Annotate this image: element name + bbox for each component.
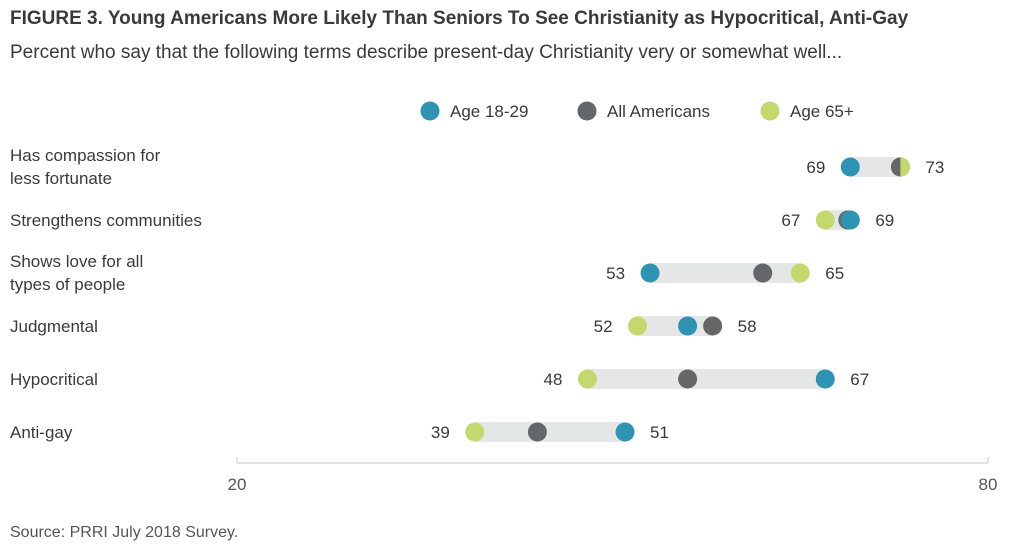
dot-all-americans [753, 263, 773, 283]
x-tick-label-1: 80 [979, 475, 998, 494]
row-label-4: Hypocritical [10, 370, 98, 389]
low-value-label: 39 [431, 423, 450, 442]
low-value-label: 52 [594, 317, 613, 336]
dot-age-65- [577, 369, 597, 389]
dot-all-americans [678, 369, 698, 389]
dot-age-65- [815, 210, 835, 230]
dot-all-americans [703, 316, 723, 336]
low-value-label: 53 [606, 264, 625, 283]
high-value-label: 67 [850, 370, 869, 389]
high-value-label: 65 [825, 264, 844, 283]
dot-age-65- [465, 422, 485, 442]
row-label-2: Shows love for all types of people [10, 252, 143, 294]
x-tick-label-0: 20 [228, 475, 247, 494]
dot-all-americans [527, 422, 547, 442]
chart-subtitle: Percent who say that the following terms… [10, 42, 843, 63]
data-row-5: Anti-gay 39 51 [10, 422, 669, 442]
dot-age-18-29 [640, 263, 660, 283]
legend-label-2: Age 65+ [790, 102, 854, 121]
legend-marker-2 [760, 101, 780, 121]
source-note: Source: PRRI July 2018 Survey. [10, 524, 239, 541]
dot-age-18-29 [840, 157, 860, 177]
high-value-label: 51 [650, 423, 669, 442]
legend-marker-1 [577, 101, 597, 121]
dot-age-65-half [900, 157, 910, 177]
dot-age-18-29 [815, 369, 835, 389]
chart-title: FIGURE 3. Young Americans More Likely Th… [10, 8, 909, 29]
data-row-2: Shows love for all types of people 53 65 [10, 252, 844, 294]
low-value-label: 48 [544, 370, 563, 389]
low-value-label: 69 [806, 158, 825, 177]
row-label-0: Has compassion for less fortunate [10, 146, 161, 188]
low-value-label: 67 [781, 211, 800, 230]
high-value-label: 73 [925, 158, 944, 177]
data-row-4: Hypocritical 48 67 [10, 369, 869, 389]
dot-age-65- [628, 316, 648, 336]
dot-age-18-29 [840, 210, 860, 230]
row-label-5: Anti-gay [10, 423, 73, 442]
high-value-label: 58 [738, 317, 757, 336]
data-row-1: Strengthens communities 67 69 [10, 210, 894, 230]
dot-age-18-29 [678, 316, 698, 336]
row-label-1: Strengthens communities [10, 211, 202, 230]
legend-label-0: Age 18-29 [450, 102, 528, 121]
dot-age-18-29 [615, 422, 635, 442]
data-row-3: Judgmental 52 58 [10, 316, 757, 336]
legend-marker-0 [420, 101, 440, 121]
high-value-label: 69 [875, 211, 894, 230]
dot-age-65- [790, 263, 810, 283]
legend-label-1: All Americans [607, 102, 710, 121]
row-label-3: Judgmental [10, 317, 98, 336]
data-row-0: Has compassion for less fortunate 69 73 [10, 146, 944, 188]
